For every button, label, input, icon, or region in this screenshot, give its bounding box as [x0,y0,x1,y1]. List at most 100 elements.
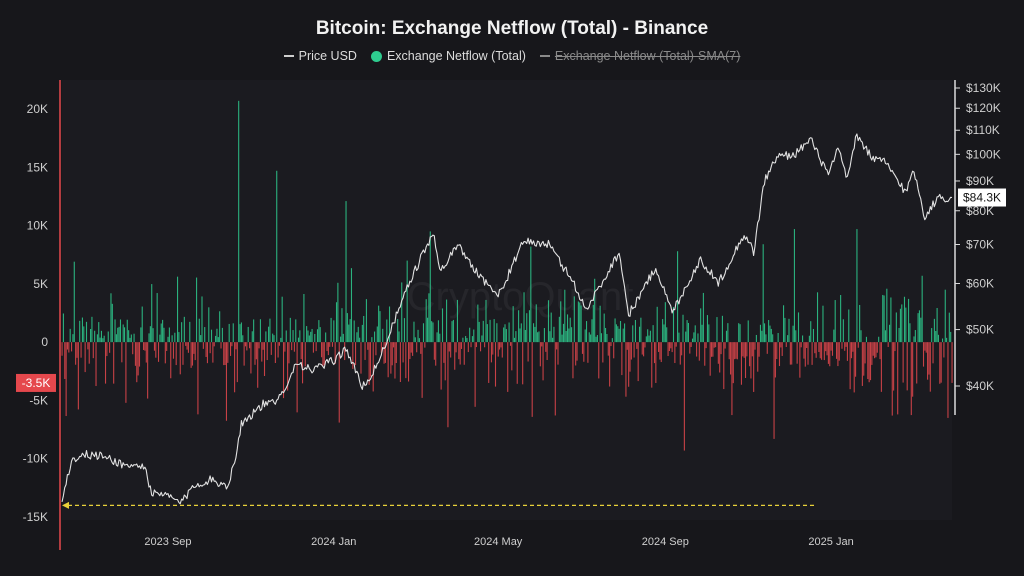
netflow-bar [641,342,643,355]
netflow-bar [69,328,71,343]
netflow-bar [455,342,457,353]
netflow-bar [406,260,408,343]
netflow-bar [76,342,78,358]
netflow-bar [315,342,317,352]
legend-item-price[interactable]: Price USD [283,49,357,63]
netflow-bar [624,323,626,343]
current-price-badge [958,188,1006,207]
netflow-bar [466,338,468,343]
netflow-bar [223,342,225,366]
netflow-bar [202,342,204,349]
netflow-bar [269,318,271,343]
netflow-bar [471,336,473,343]
netflow-bar [460,342,463,349]
netflow-bar [806,342,808,349]
netflow-bar [899,308,901,343]
netflow-bar [441,308,444,343]
netflow-bar [102,338,104,343]
netflow-bar [644,342,646,348]
netflow-bar [795,330,797,343]
netflow-bar [519,328,521,343]
netflow-bar [579,302,581,343]
netflow-bar [734,342,736,360]
netflow-bar [568,328,570,343]
netflow-bar [671,342,673,353]
netflow-bar [186,342,188,350]
netflow-bar [554,342,556,416]
netflow-bar [712,342,714,357]
netflow-bar [792,325,794,343]
netflow-bar [416,342,418,353]
netflow-bar [715,342,717,348]
netflow-bar [257,342,259,388]
netflow-bar [721,315,723,343]
netflow-bar [526,313,528,343]
netflow-bar [181,322,183,343]
netflow-bar [243,342,245,366]
netflow-bar [772,334,774,343]
netflow-bar [429,231,431,343]
netflow-bar [600,333,603,343]
x-tick-label: 2024 Sep [642,536,689,548]
netflow-bar [424,342,426,348]
netflow-bar [280,337,282,343]
netflow-bar [302,342,304,384]
y-right-tick-label: $60K [966,276,994,290]
netflow-bar [353,320,355,343]
netflow-bar [876,342,878,353]
netflow-bar [856,229,858,343]
netflow-bar [417,329,419,343]
netflow-bar [414,337,416,343]
netflow-bar [675,342,677,347]
netflow-bar [444,342,446,381]
netflow-bar [244,342,247,347]
legend-item-sma[interactable]: Exchange Netflow (Total)-SMA(7) [539,49,741,63]
netflow-bar [137,342,139,376]
netflow-bar [621,342,623,376]
netflow-bar [547,300,550,343]
netflow-bar [603,313,605,343]
netflow-bar [557,342,559,365]
legend-label-sma: Exchange Netflow (Total)-SMA(7) [554,49,741,63]
netflow-bar [924,342,926,351]
netflow-bar [126,319,128,343]
netflow-bar [367,342,369,350]
netflow-bar [364,342,366,360]
netflow-bar [132,342,134,355]
legend-label-netflow: Exchange Netflow (Total) [386,49,526,63]
netflow-bar [935,330,937,343]
netflow-bar [827,342,829,364]
netflow-bar [766,342,768,354]
netflow-bar [910,342,912,416]
netflow-bar [81,317,83,343]
netflow-bar [836,342,838,359]
netflow-bar [800,342,802,348]
netflow-bar [85,321,88,343]
netflow-bar [573,296,575,343]
netflow-bar [99,337,101,343]
netflow-bar [908,298,910,343]
netflow-bar [421,342,423,398]
netflow-bar [469,327,471,343]
netflow-bar [238,100,240,343]
netflow-bar [448,342,450,352]
legend-item-netflow[interactable]: Exchange Netflow (Total) [370,49,526,63]
netflow-bar [437,320,439,343]
netflow-bar [865,336,867,343]
netflow-bar [134,342,136,366]
netflow-bar [682,314,684,343]
netflow-bar [268,326,270,343]
netflow-bar [228,323,230,343]
netflow-bar [299,330,301,343]
netflow-bar [638,326,641,343]
netflow-bar [708,324,710,343]
netflow-bar [401,282,403,343]
netflow-bar [543,328,545,343]
netflow-bar [905,307,907,343]
netflow-bar [346,313,348,343]
netflow-bar [878,336,880,343]
netflow-bar [344,342,346,361]
netflow-bar [251,331,253,343]
current-netflow-badge [16,373,56,392]
netflow-bar [61,342,63,356]
